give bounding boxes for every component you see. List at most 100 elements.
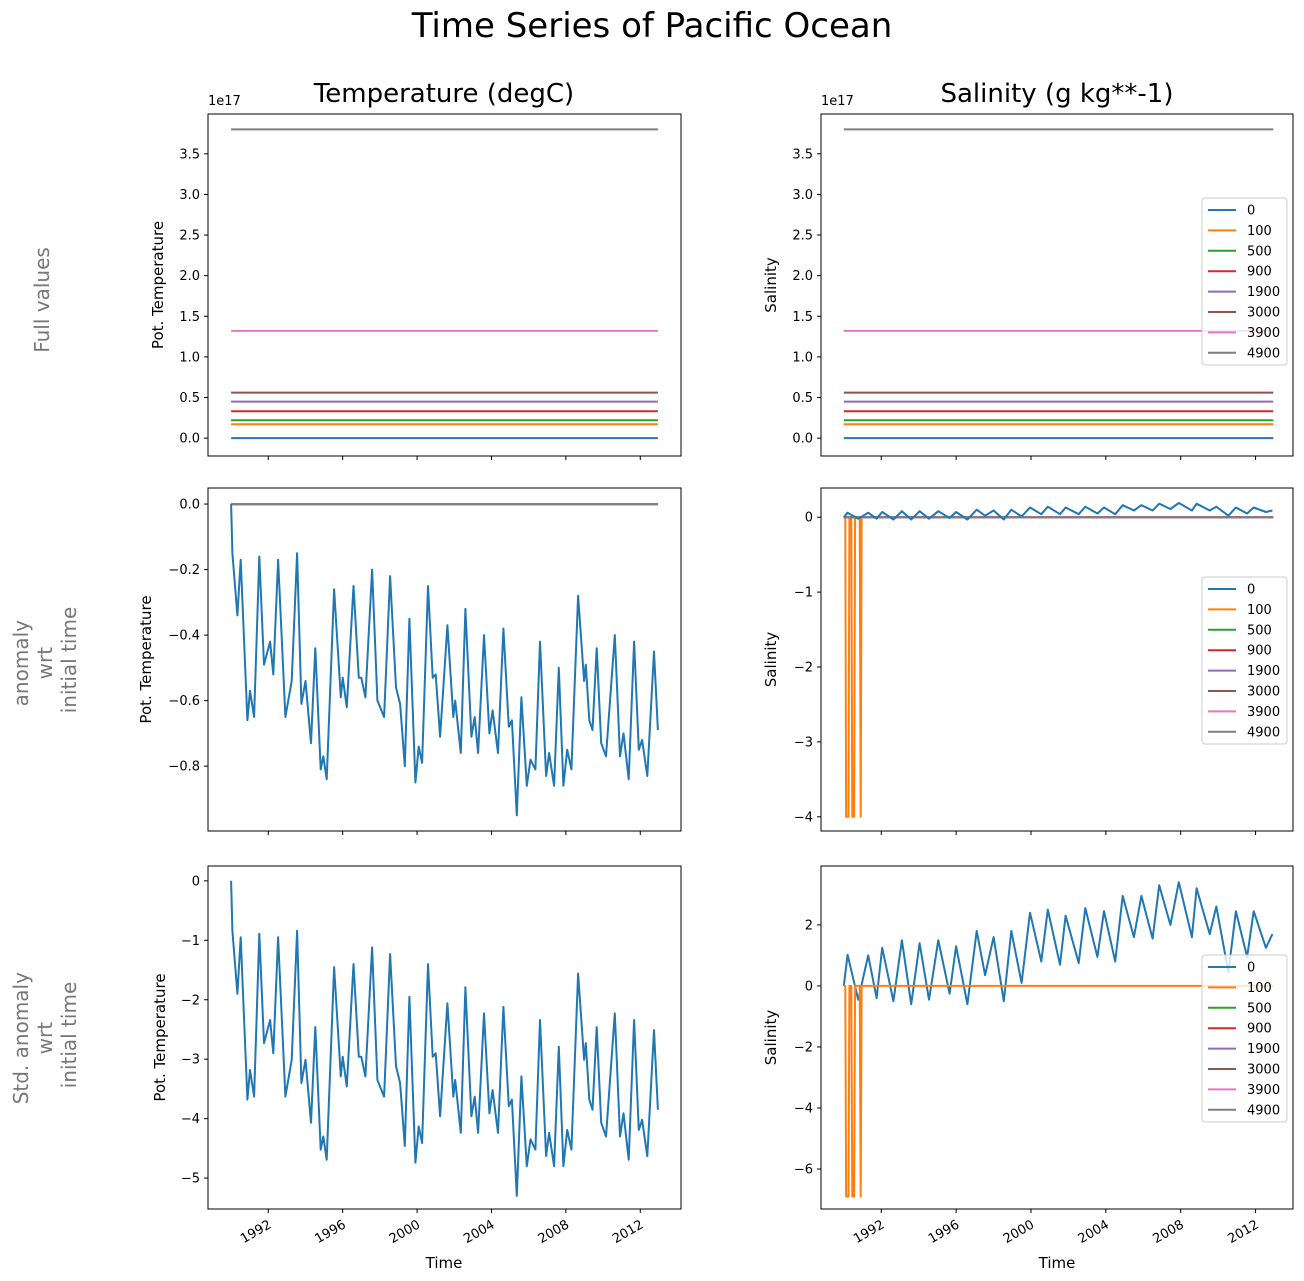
y-tick-label: 2.5 bbox=[792, 229, 813, 244]
y-axis-label: Salinity bbox=[762, 1010, 780, 1066]
x-tick-label: 2000 bbox=[1001, 1217, 1037, 1247]
y-tick-label: −1 bbox=[181, 934, 200, 949]
series-line-0 bbox=[842, 881, 1274, 1006]
legend-label: 3000 bbox=[1247, 306, 1280, 321]
row-label-line: anomaly bbox=[9, 620, 33, 706]
y-tick-label: 1.5 bbox=[179, 310, 200, 325]
legend-label: 3900 bbox=[1247, 1083, 1280, 1098]
axes-frame bbox=[207, 487, 682, 832]
y-tick-label: 0.0 bbox=[179, 498, 200, 513]
y-tick-label: −1 bbox=[794, 586, 813, 601]
x-axis-label-salinity: Time bbox=[1038, 1254, 1076, 1272]
row-label-full-values: Full values bbox=[30, 247, 54, 353]
y-tick-label: −4 bbox=[794, 810, 813, 825]
y-tick-label: −0.8 bbox=[168, 760, 200, 775]
y-tick-label: 0.0 bbox=[179, 432, 200, 447]
series-line-100 bbox=[843, 984, 1274, 1198]
row-label-line: initial time bbox=[57, 982, 81, 1089]
y-tick-label: −5 bbox=[181, 1172, 200, 1187]
legend-label: 1900 bbox=[1247, 1042, 1280, 1057]
y-tick-label: 3.5 bbox=[179, 147, 200, 162]
y-tick-label: −6 bbox=[794, 1163, 813, 1178]
x-tick-label: 1992 bbox=[851, 1217, 887, 1247]
y-tick-label: 0.5 bbox=[792, 391, 813, 406]
row-label-line: Std. anomaly bbox=[9, 972, 33, 1104]
y-tick-label: 3.0 bbox=[792, 188, 813, 203]
legend-label: 3900 bbox=[1247, 326, 1280, 341]
y-tick-label: −4 bbox=[794, 1101, 813, 1116]
y-tick-label: 0 bbox=[805, 511, 813, 526]
legend-label: 0 bbox=[1247, 961, 1255, 976]
legend-box bbox=[1201, 954, 1288, 1123]
legend-label: 3000 bbox=[1247, 685, 1280, 700]
y-tick-label: 1.0 bbox=[179, 350, 200, 365]
y-tick-label: 1.0 bbox=[792, 350, 813, 365]
x-tick-label: 1996 bbox=[313, 1217, 349, 1247]
y-axis-label: Pot. Temperature bbox=[149, 221, 167, 349]
y-tick-label: 2.0 bbox=[179, 269, 200, 284]
y-tick-label: 2.5 bbox=[179, 229, 200, 244]
y-tick-label: 3.0 bbox=[179, 188, 200, 203]
legend-label: 3900 bbox=[1247, 705, 1280, 720]
x-tick-label: 1992 bbox=[238, 1217, 274, 1247]
x-tick-label: 2012 bbox=[1225, 1217, 1261, 1247]
row-label-line: wrt bbox=[33, 647, 57, 680]
legend-label: 1900 bbox=[1247, 285, 1280, 300]
x-tick-label: 2012 bbox=[610, 1217, 646, 1247]
legend-label: 900 bbox=[1247, 1022, 1272, 1037]
y-tick-label: −0.4 bbox=[168, 629, 200, 644]
y-tick-label: 0 bbox=[192, 874, 200, 889]
y-tick-label: −0.6 bbox=[168, 694, 200, 709]
y-tick-label: 2 bbox=[805, 918, 813, 933]
row-label-line: wrt bbox=[33, 1022, 57, 1055]
x-tick-label: 1996 bbox=[926, 1217, 962, 1247]
y-axis-label: Pot. Temperature bbox=[151, 973, 169, 1101]
panel-salinity-std-anomaly: 2 0 −2 −4 −6 1992 1996 2000 2004 2008 2012 Salinity… bbox=[762, 865, 1294, 1247]
legend-label: 4900 bbox=[1247, 725, 1280, 740]
legend-label: 500 bbox=[1247, 244, 1272, 259]
x-tick-label: 2004 bbox=[1076, 1217, 1112, 1247]
y-tick-label: −2 bbox=[794, 1040, 813, 1055]
legend-label: 100 bbox=[1247, 981, 1272, 996]
y-tick-label: −0.2 bbox=[168, 563, 200, 578]
panel-temperature-anomaly: 0.0 −0.2 −0.4 −0.6 −0.8 Pot. Temperature bbox=[137, 487, 682, 835]
y-tick-label: 0 bbox=[805, 979, 813, 994]
legend-label: 500 bbox=[1247, 1001, 1272, 1016]
axes-frame bbox=[820, 487, 1294, 832]
y-offset-text: 1e17 bbox=[208, 94, 241, 109]
column-title-salinity: Salinity (g kg**-1) bbox=[941, 79, 1174, 109]
legend: 0 100 500 900 1900 3000 3900 4900 bbox=[1201, 954, 1288, 1123]
legend-label: 100 bbox=[1247, 224, 1272, 239]
legend-label: 3000 bbox=[1247, 1063, 1280, 1078]
legend-label: 1900 bbox=[1247, 664, 1280, 679]
axes-frame bbox=[207, 865, 682, 1210]
x-tick-label: 2008 bbox=[536, 1217, 572, 1247]
x-tick-label: 2008 bbox=[1151, 1217, 1187, 1247]
legend-label: 900 bbox=[1247, 644, 1272, 659]
legend: 0 100 500 900 1900 3000 3900 4900 bbox=[1201, 197, 1288, 366]
panel-temperature-full: 0.0 0.5 1.0 1.5 2.0 2.5 3.0 3.5 1e17 Pot. Tempera… bbox=[149, 94, 682, 460]
legend-box bbox=[1201, 576, 1288, 745]
row-label-line: initial time bbox=[57, 607, 81, 714]
panel-salinity-full: 0.0 0.5 1.0 1.5 2.0 2.5 3.0 3.5 1e17 Salinity 0 100… bbox=[762, 94, 1294, 460]
legend-label: 100 bbox=[1247, 603, 1272, 618]
row-label-line: Full values bbox=[30, 247, 54, 353]
legend-label: 900 bbox=[1247, 265, 1272, 280]
panel-salinity-anomaly: 0 −1 −2 −3 −4 Salinity 0 100 500 900 1900 3000 3900 4… bbox=[762, 487, 1294, 835]
y-tick-label: 3.5 bbox=[792, 147, 813, 162]
series-line-0 bbox=[230, 504, 659, 817]
y-tick-label: −4 bbox=[181, 1112, 200, 1127]
y-tick-label: −2 bbox=[794, 660, 813, 675]
panel-temperature-std-anomaly: 0 −1 −2 −3 −4 −5 1992 1996 2000 2004 2008 2012 Pot. … bbox=[151, 865, 682, 1247]
y-offset-text: 1e17 bbox=[821, 94, 854, 109]
legend-label: 0 bbox=[1247, 204, 1255, 219]
y-tick-label: 1.5 bbox=[792, 310, 813, 325]
row-label-std-anomaly: Std. anomaly wrt initial time bbox=[9, 966, 81, 1105]
y-axis-label: Salinity bbox=[762, 632, 780, 688]
x-tick-label: 2004 bbox=[461, 1217, 497, 1247]
y-tick-label: 0.0 bbox=[792, 432, 813, 447]
legend-box bbox=[1201, 197, 1288, 366]
series-line-100 bbox=[843, 516, 1274, 818]
x-tick-label: 2000 bbox=[387, 1217, 423, 1247]
